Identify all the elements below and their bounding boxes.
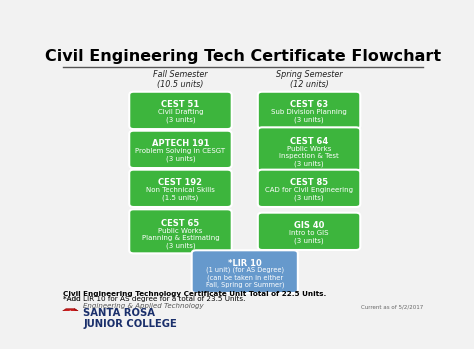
Text: *Add: *Add <box>63 296 83 302</box>
Text: (1 unit) (for AS Degree)
(can be taken in either
Fall, Spring or Summer): (1 unit) (for AS Degree) (can be taken i… <box>206 266 284 289</box>
Text: Engineering & Applied Technology: Engineering & Applied Technology <box>83 303 204 309</box>
Text: Public Works
Planning & Estimating
(3 units): Public Works Planning & Estimating (3 un… <box>142 228 219 248</box>
FancyBboxPatch shape <box>129 209 232 253</box>
FancyBboxPatch shape <box>191 250 298 293</box>
Text: Sub Division Planning
(3 units): Sub Division Planning (3 units) <box>271 109 347 123</box>
FancyBboxPatch shape <box>129 170 232 207</box>
Text: Non Technical Skills
(1.5 units): Non Technical Skills (1.5 units) <box>146 187 215 201</box>
Text: SANTA ROSA: SANTA ROSA <box>83 309 155 318</box>
FancyBboxPatch shape <box>258 92 360 129</box>
Text: *LIR 10: *LIR 10 <box>228 259 262 268</box>
Text: CEST 63: CEST 63 <box>290 100 328 109</box>
Text: Current as of 5/2/2017: Current as of 5/2/2017 <box>361 304 423 309</box>
Text: CEST 85: CEST 85 <box>290 178 328 187</box>
Text: JUNIOR COLLEGE: JUNIOR COLLEGE <box>83 319 177 329</box>
Text: *Add: *Add <box>63 296 83 302</box>
Text: CEST 65: CEST 65 <box>161 219 200 228</box>
Text: GIS 40: GIS 40 <box>294 221 324 230</box>
Text: CEST 192: CEST 192 <box>158 178 202 187</box>
FancyBboxPatch shape <box>258 127 360 171</box>
FancyBboxPatch shape <box>258 213 360 250</box>
FancyBboxPatch shape <box>129 131 232 168</box>
Text: Civil Drafting
(3 units): Civil Drafting (3 units) <box>158 109 203 123</box>
FancyBboxPatch shape <box>258 170 360 207</box>
Text: CEST 64: CEST 64 <box>290 138 328 146</box>
Text: Problem Solving in CESGT
(3 units): Problem Solving in CESGT (3 units) <box>136 148 226 162</box>
Polygon shape <box>64 311 76 321</box>
Text: CEST 51: CEST 51 <box>161 100 200 109</box>
Text: Civil Engineering Technology Certificate Unit Total of 22.5 Units.: Civil Engineering Technology Certificate… <box>63 291 326 297</box>
Text: Public Works
Inspection & Test
(3 units): Public Works Inspection & Test (3 units) <box>279 146 339 166</box>
Text: Intro to GIS
(3 units): Intro to GIS (3 units) <box>289 230 329 244</box>
Text: CAD for Civil Engineering
(3 units): CAD for Civil Engineering (3 units) <box>265 187 353 201</box>
Polygon shape <box>60 309 81 323</box>
Text: *Add LIR 10 for AS degree for a total of 23.5 Units.: *Add LIR 10 for AS degree for a total of… <box>63 296 246 302</box>
Text: Fall Semester
(10.5 units): Fall Semester (10.5 units) <box>153 70 208 89</box>
Text: Civil Engineering Tech Certificate Flowchart: Civil Engineering Tech Certificate Flowc… <box>45 49 441 64</box>
Text: Spring Semester
(12 units): Spring Semester (12 units) <box>276 70 342 89</box>
FancyBboxPatch shape <box>129 92 232 129</box>
Text: APTECH 191: APTECH 191 <box>152 139 209 148</box>
